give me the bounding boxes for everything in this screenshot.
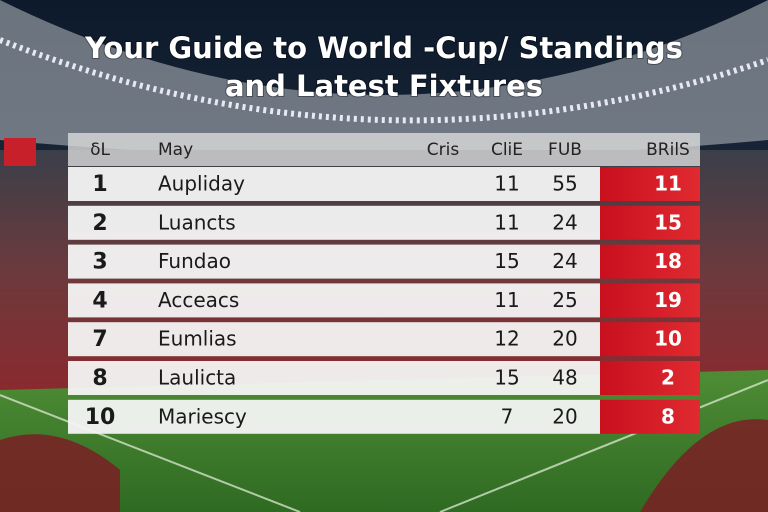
column-header: δL bbox=[90, 140, 110, 160]
cell-value: 55 bbox=[552, 172, 577, 196]
table-row bbox=[68, 167, 600, 201]
crowd bbox=[0, 419, 768, 512]
table-row bbox=[68, 399, 600, 434]
cell-value: 11 bbox=[654, 172, 682, 196]
column-header: May bbox=[158, 140, 193, 160]
cell-value: 24 bbox=[552, 210, 577, 234]
cell-value: 25 bbox=[552, 288, 577, 312]
column-header: BRilS bbox=[646, 140, 690, 160]
cell-value: 19 bbox=[654, 288, 682, 312]
table-row bbox=[68, 322, 600, 357]
highlight-cell bbox=[600, 399, 700, 434]
table-row bbox=[68, 205, 600, 240]
standings-table: δL May Cris CliE FUB BRilS 1 Aupliday 11 55 11 2 Lua… bbox=[68, 140, 700, 434]
title-line: Your Guide to World -Cup/ Standings bbox=[84, 31, 683, 65]
cell-value: 8 bbox=[661, 404, 675, 428]
table-row bbox=[68, 283, 600, 318]
cell-value: 3 bbox=[92, 250, 107, 275]
highlight-cell bbox=[600, 322, 700, 357]
cell-value: 2 bbox=[92, 211, 107, 236]
team-name: Laulicta bbox=[158, 366, 236, 390]
team-name: Eumlias bbox=[158, 327, 237, 351]
cell-value: 8 bbox=[92, 366, 107, 391]
cell-value: 10 bbox=[654, 327, 682, 351]
cell-value: 18 bbox=[654, 249, 682, 273]
cell-value: 12 bbox=[494, 327, 519, 351]
flag bbox=[4, 138, 36, 166]
team-name: Aupliday bbox=[158, 172, 245, 196]
table-row bbox=[68, 244, 600, 279]
cell-value: 15 bbox=[494, 366, 519, 390]
cell-value: 20 bbox=[552, 404, 577, 428]
cell-value: 2 bbox=[661, 366, 675, 390]
cell-value: 11 bbox=[494, 210, 519, 234]
cell-value: 10 bbox=[85, 405, 116, 430]
roof bbox=[0, 0, 768, 158]
cell-value: 15 bbox=[494, 249, 519, 273]
team-name: Mariescy bbox=[158, 404, 247, 428]
cell-value: 24 bbox=[552, 249, 577, 273]
highlight-cell bbox=[600, 244, 700, 279]
team-name: Acceacs bbox=[158, 288, 239, 312]
cell-value: 15 bbox=[654, 210, 682, 234]
title-line: and Latest Fixtures bbox=[225, 69, 543, 103]
cell-value: 1 bbox=[92, 172, 107, 197]
cell-value: 48 bbox=[552, 366, 577, 390]
table-row bbox=[68, 361, 600, 395]
cell-value: 7 bbox=[92, 327, 107, 352]
pitch-lines bbox=[0, 379, 768, 512]
highlight-cell bbox=[600, 283, 700, 318]
cell-value: 11 bbox=[494, 172, 519, 196]
table-header bbox=[68, 133, 700, 166]
column-header: Cris bbox=[427, 140, 460, 160]
highlight-cell bbox=[600, 167, 700, 201]
cell-value: 7 bbox=[501, 404, 514, 428]
floodlights bbox=[0, 37, 768, 124]
cell-value: 20 bbox=[552, 327, 577, 351]
highlight-cell bbox=[600, 205, 700, 240]
cell-value: 11 bbox=[494, 288, 519, 312]
column-header: CliE bbox=[491, 140, 523, 160]
team-name: Luancts bbox=[158, 210, 236, 234]
highlight-cell bbox=[600, 361, 700, 395]
cell-value: 4 bbox=[92, 288, 107, 313]
column-header: FUB bbox=[548, 140, 582, 160]
team-name: Fundao bbox=[158, 249, 231, 273]
